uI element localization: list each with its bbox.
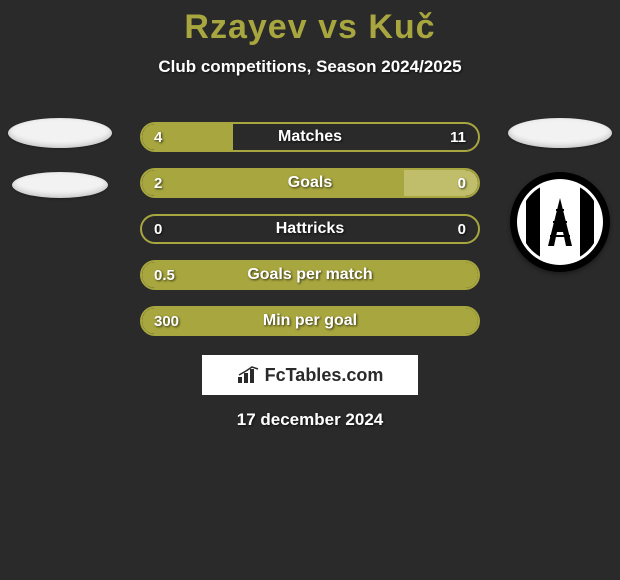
bar-row-goals-per-match: 0.5Goals per match (140, 260, 480, 290)
player2-name: Kuč (368, 8, 435, 46)
bar-label: Goals per match (142, 266, 478, 284)
club-badge-right-1 (508, 118, 612, 148)
vs-label: vs (318, 8, 358, 46)
page-title: Rzayev vs Kuč (0, 0, 620, 47)
subtitle: Club competitions, Season 2024/2025 (0, 57, 620, 77)
right-badges (505, 118, 615, 272)
bar-row-matches: 4Matches11 (140, 122, 480, 152)
bar-value-right: 0 (458, 221, 466, 238)
bar-label: Min per goal (142, 312, 478, 330)
watermark: FcTables.com (202, 355, 418, 395)
bar-value-right: 0 (458, 175, 466, 192)
bar-value-right: 11 (450, 129, 466, 146)
watermark-text: FcTables.com (265, 365, 384, 386)
bar-row-goals: 2Goals0 (140, 168, 480, 198)
bar-label: Matches (142, 128, 478, 146)
bar-row-min-per-goal: 300Min per goal (140, 306, 480, 336)
oil-tower-icon (542, 196, 578, 248)
comparison-card: Rzayev vs Kuč Club competitions, Season … (0, 0, 620, 580)
club-badge-left-1 (8, 118, 112, 148)
comparison-bars: 4Matches112Goals00Hattricks00.5Goals per… (140, 122, 480, 352)
club-badge-left-2 (12, 172, 108, 198)
left-badges (5, 118, 115, 222)
club-badge-right-2 (510, 172, 610, 272)
bar-label: Goals (142, 174, 478, 192)
bars-chart-icon (237, 366, 259, 384)
date-label: 17 december 2024 (0, 410, 620, 430)
club-badge-inner (517, 179, 603, 265)
player1-name: Rzayev (184, 8, 307, 46)
bar-row-hattricks: 0Hattricks0 (140, 214, 480, 244)
bar-label: Hattricks (142, 220, 478, 238)
